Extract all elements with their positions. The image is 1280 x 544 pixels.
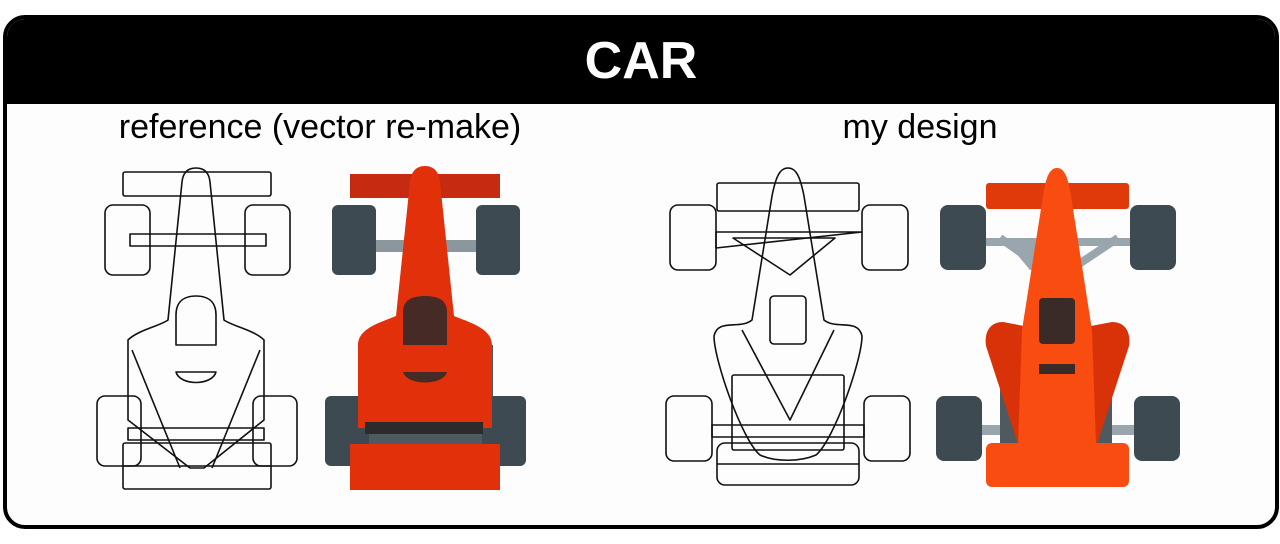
reference-caption: reference (vector re-make) — [118, 108, 522, 146]
reference-car-colored-icon — [325, 166, 526, 490]
design-car-colored-icon — [936, 168, 1180, 487]
reference-car-outline-icon — [96, 167, 298, 490]
title: CAR — [584, 32, 698, 90]
design-caption: my design — [842, 108, 998, 146]
title-bar: CAR — [7, 19, 1275, 104]
design-car-outline-icon — [665, 167, 911, 486]
